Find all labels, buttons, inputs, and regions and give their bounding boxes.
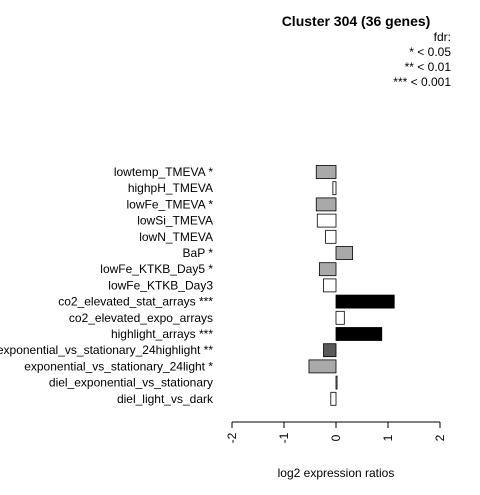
category-label-12: exponential_vs_stationary_24highlight ** <box>0 343 213 357</box>
bar-14 <box>335 375 338 390</box>
x-tick-label-3: 0 <box>329 434 343 441</box>
chart-title: Cluster 304 (36 genes) <box>281 13 431 29</box>
category-label-13: exponential_vs_stationary_24light * <box>24 359 213 373</box>
category-label-9: co2_elevated_stat_arrays *** <box>58 295 213 309</box>
x-tick-label-2: -1 <box>277 432 291 443</box>
category-label-10: co2_elevated_expo_arrays <box>69 311 213 325</box>
x-axis-label: log2 expression ratios <box>277 466 395 480</box>
x-tick-label-4: 1 <box>381 434 395 441</box>
bar-11 <box>335 327 383 341</box>
category-label-15: diel_light_vs_dark <box>117 392 214 406</box>
x-tick-label-5: 2 <box>433 434 447 441</box>
category-label-6: BaP * <box>183 246 214 260</box>
bar-1 <box>315 165 337 179</box>
bar-12 <box>323 343 337 358</box>
bar-2 <box>332 181 337 196</box>
category-label-11: highlight_arrays *** <box>111 327 213 341</box>
category-label-4: lowSi_TMEVA <box>137 214 213 228</box>
legend-entry-1: * < 0.05 <box>409 45 451 59</box>
bar-4 <box>316 213 337 228</box>
bar-7 <box>318 262 337 277</box>
category-label-14: diel_exponential_vs_stationary <box>49 376 213 390</box>
category-label-8: lowFe_KTKB_Day3 <box>108 278 213 292</box>
x-tick-label-1: -2 <box>225 432 239 443</box>
category-label-2: highpH_TMEVA <box>128 181 213 195</box>
bar-5 <box>325 229 337 244</box>
bar-3 <box>315 197 337 212</box>
legend-entry-3: *** < 0.001 <box>393 75 451 89</box>
legend-title: fdr: <box>433 30 451 44</box>
category-label-5: lowN_TMEVA <box>139 230 213 244</box>
bar-8 <box>323 278 337 293</box>
bar-10 <box>335 310 345 325</box>
bar-9 <box>335 294 395 309</box>
bar-6 <box>335 246 354 260</box>
bar-13 <box>308 359 337 374</box>
bar-15 <box>330 391 337 406</box>
category-label-1: lowtemp_TMEVA * <box>114 165 213 179</box>
legend-entry-2: ** < 0.01 <box>404 60 451 74</box>
category-label-3: lowFe_TMEVA * <box>127 197 214 211</box>
category-label-7: lowFe_KTKB_Day5 * <box>100 262 213 276</box>
